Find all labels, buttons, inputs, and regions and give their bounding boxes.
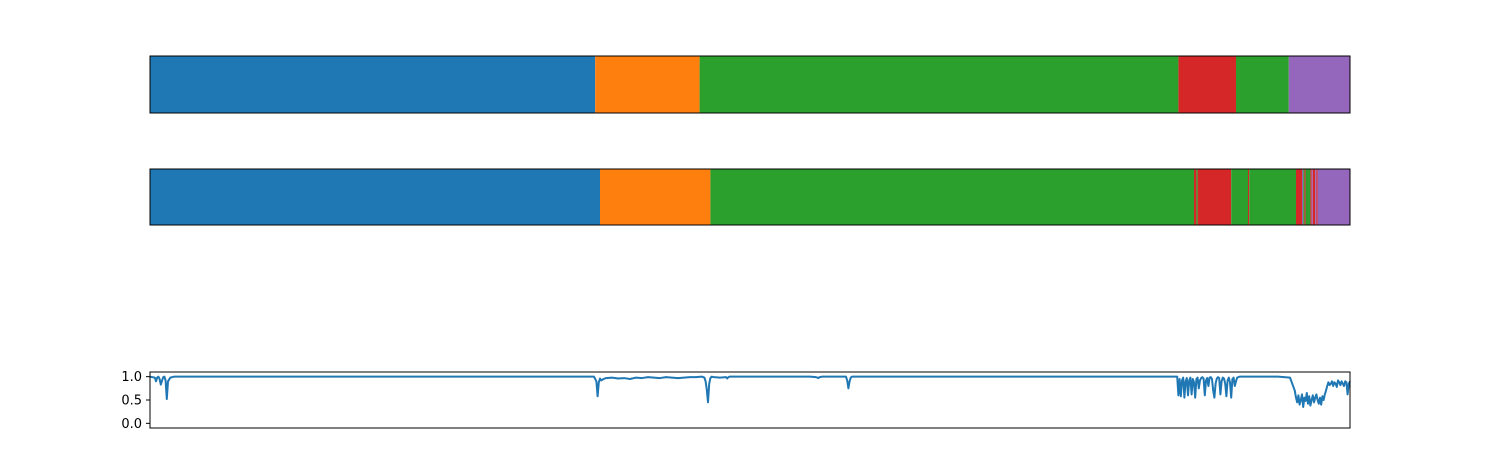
segment-16 (1312, 169, 1316, 225)
segment-bar-middle (149, 168, 1351, 226)
segment-bar-top (149, 55, 1351, 114)
segment-6 (1231, 169, 1248, 225)
segment-12 (1304, 169, 1306, 225)
segment-3 (1194, 169, 1197, 225)
segment-9 (1296, 169, 1302, 225)
segment-1 (595, 56, 700, 113)
segment-10 (1302, 169, 1304, 225)
segment-19 (1317, 169, 1350, 225)
segment-13 (1305, 169, 1311, 225)
segment-3 (1178, 56, 1236, 113)
axes-frame (149, 168, 1351, 226)
segment-17 (1315, 169, 1317, 225)
line-plot-bottom: 0.0 0.5 1.0 (121, 370, 1351, 432)
segment-8 (1249, 169, 1296, 225)
axes-frame (149, 371, 1351, 429)
axes-frame (149, 55, 1351, 114)
segment-5 (1197, 169, 1232, 225)
segment-0 (150, 169, 600, 225)
segment-5 (1288, 56, 1350, 113)
segment-14 (1310, 169, 1312, 225)
segment-2 (710, 169, 1194, 225)
segment-2 (699, 56, 1179, 113)
segment-4 (1196, 169, 1198, 225)
y-tick-label: 0.0 (121, 417, 142, 432)
segment-0 (150, 56, 596, 113)
y-tick-label: 1.0 (121, 370, 142, 385)
segment-18 (1316, 169, 1318, 225)
segment-4 (1236, 56, 1289, 113)
segment-15 (1311, 169, 1313, 225)
segment-7 (1248, 169, 1250, 225)
series-line-0 (149, 375, 1351, 408)
y-tick-label: 0.5 (121, 394, 142, 409)
segment-11 (1303, 169, 1305, 225)
segment-1 (600, 169, 711, 225)
